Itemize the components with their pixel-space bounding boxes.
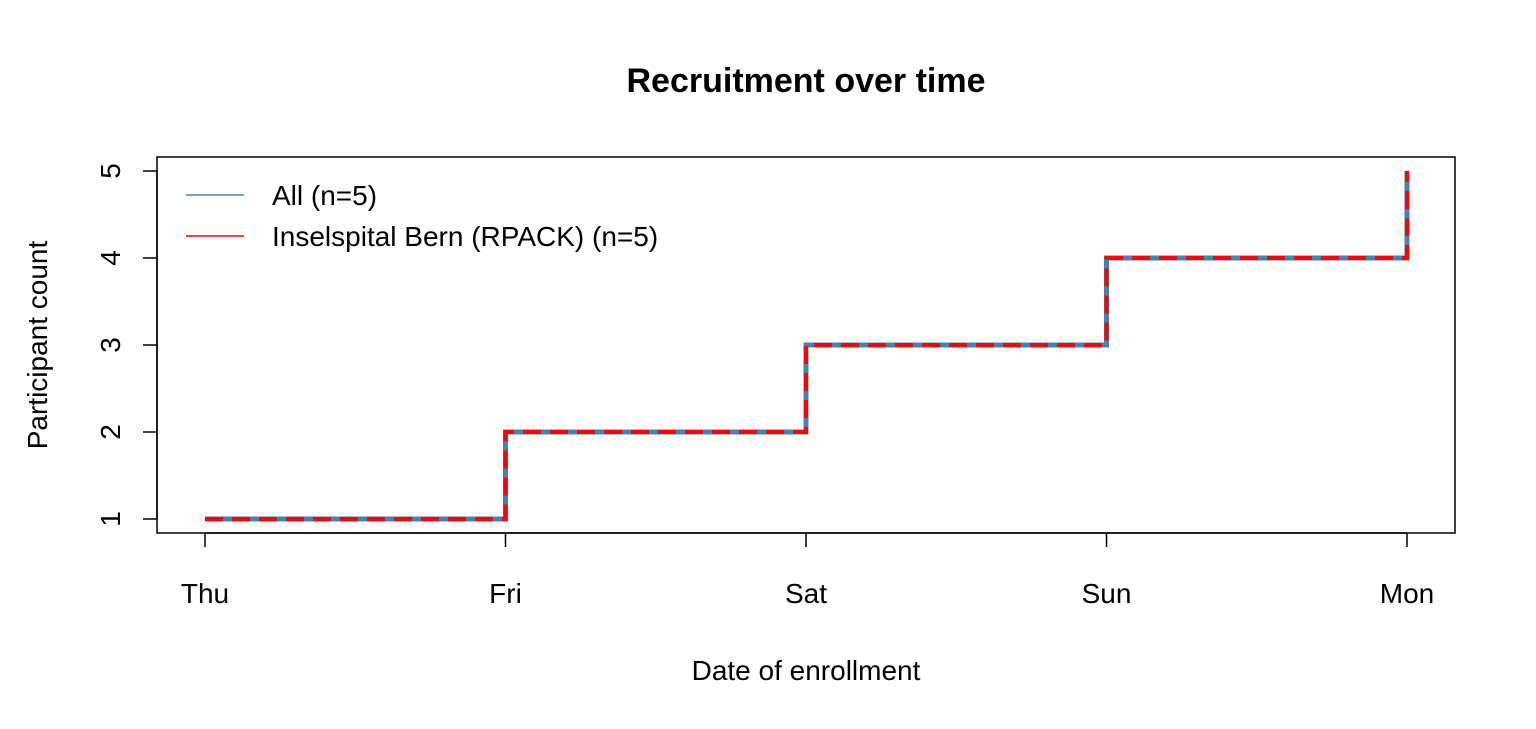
x-tick-label: Sat — [785, 578, 827, 609]
x-tick-label: Mon — [1380, 578, 1434, 609]
series-layer — [205, 171, 1410, 522]
y-tick-label: 5 — [95, 163, 126, 179]
x-axis-label: Date of enrollment — [692, 655, 921, 686]
y-tick-label: 4 — [95, 250, 126, 266]
y-axis-label: Participant count — [22, 241, 53, 450]
x-tick-label: Sun — [1082, 578, 1132, 609]
chart-title: Recruitment over time — [627, 62, 986, 100]
y-tick-label: 2 — [95, 424, 126, 440]
legend-label-2: Inselspital Bern (RPACK) (n=5) — [272, 221, 658, 252]
y-tick-label: 3 — [95, 337, 126, 353]
y-tick-label: 1 — [95, 511, 126, 527]
y-axis: 1 2 3 4 5 — [95, 163, 158, 527]
series-line-2 — [205, 171, 1409, 521]
x-axis: Thu Fri Sat Sun Mon — [181, 532, 1434, 609]
x-tick-label: Fri — [489, 578, 522, 609]
legend: All (n=5) Inselspital Bern (RPACK) (n=5) — [186, 180, 658, 252]
x-tick-label: Thu — [181, 578, 229, 609]
legend-label-1: All (n=5) — [272, 180, 377, 211]
